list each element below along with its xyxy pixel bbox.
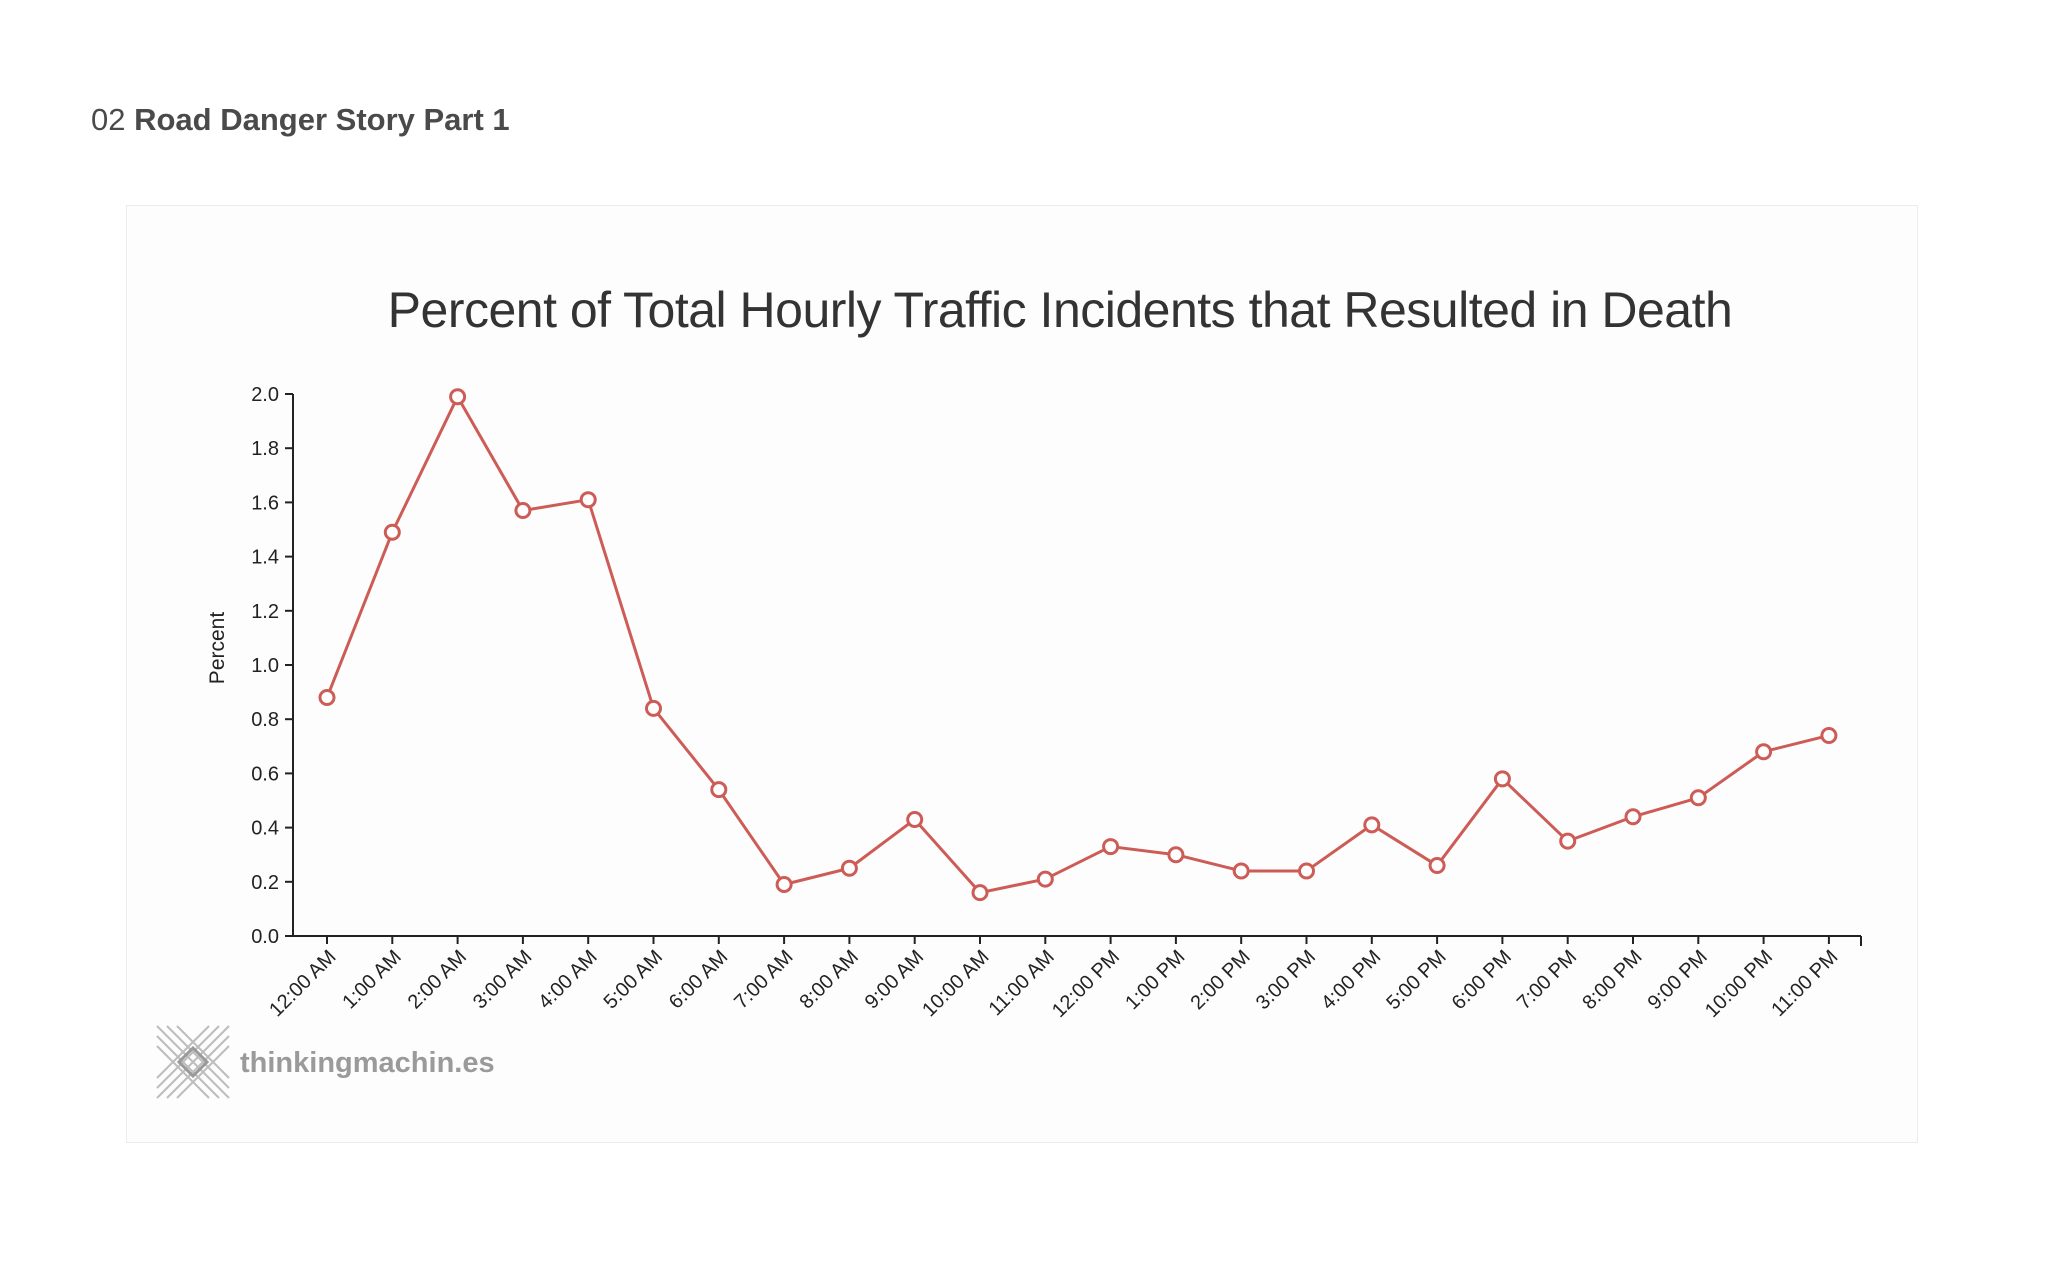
- brand-mark-icon: [156, 1025, 230, 1099]
- x-tick-label: 10:00 AM: [918, 946, 993, 1021]
- data-point: 11:00 AM: 0.21: [1036, 870, 1054, 888]
- data-point: 9:00 AM: 0.43: [906, 810, 924, 828]
- x-tick-label: 3:00 PM: [1252, 946, 1320, 1014]
- y-tick-label: 0.2: [251, 872, 279, 894]
- x-tick-label: 2:00 PM: [1187, 946, 1255, 1014]
- x-tick-label: 1:00 PM: [1121, 946, 1189, 1014]
- data-point: 1:00 PM: 0.3: [1167, 846, 1185, 864]
- y-tick-label: 0.0: [251, 926, 279, 948]
- line-chart: Percent of Total Hourly Traffic Incident…: [156, 282, 1862, 1099]
- plot-area: 12:00 AM: 0.88 1:00 AM: 1.49 2:00 AM: 1.99…: [318, 388, 1838, 902]
- x-tick-label: 2:00 AM: [404, 946, 471, 1013]
- x-tick-label: 8:00 PM: [1578, 946, 1646, 1014]
- data-point: 4:00 PM: 0.41: [1363, 816, 1381, 834]
- data-point: 6:00 AM: 0.54: [710, 781, 728, 799]
- x-tick-label: 6:00 PM: [1448, 946, 1516, 1014]
- y-axis-label: Percent: [206, 612, 229, 685]
- x-tick-label: 7:00 AM: [730, 946, 797, 1013]
- x-tick-label: 12:00 AM: [265, 946, 340, 1021]
- data-point: 8:00 PM: 0.44: [1624, 808, 1642, 826]
- x-tick-label: 11:00 AM: [985, 946, 1059, 1020]
- data-point: 7:00 AM: 0.19: [775, 876, 793, 894]
- x-tick-label: 9:00 AM: [861, 946, 928, 1013]
- y-axis: 0.0 0.2 0.4 0.6 0.8 1.0 1.2 1.4 1.6 1.8 2.0: [251, 384, 294, 948]
- x-tick-label: 9:00 PM: [1644, 946, 1712, 1014]
- page-heading: 02 Road Danger Story Part 1: [91, 102, 510, 138]
- x-tick-label: 6:00 AM: [665, 946, 732, 1013]
- y-tick-label: 0.8: [251, 709, 279, 731]
- y-tick-label: 1.6: [251, 492, 279, 514]
- y-tick-label: 2.0: [251, 384, 279, 406]
- x-tick-label: 1:00 AM: [338, 946, 405, 1013]
- data-point: 12:00 PM: 0.33: [1102, 838, 1120, 856]
- x-tick-label: 7:00 PM: [1513, 946, 1581, 1014]
- data-point: 11:00 PM: 0.74: [1820, 726, 1838, 744]
- data-point: 7:00 PM: 0.35: [1559, 832, 1577, 850]
- y-tick-label: 1.4: [251, 547, 279, 569]
- data-point: 9:00 PM: 0.51: [1689, 789, 1707, 807]
- data-point: 5:00 PM: 0.26: [1428, 857, 1446, 875]
- y-tick-label: 0.6: [251, 763, 279, 785]
- heading-number: 02: [91, 102, 126, 137]
- brand-name: thinkingmachin.es: [240, 1047, 495, 1079]
- heading-title: Road Danger Story Part 1: [134, 102, 510, 137]
- y-tick-label: 1.0: [251, 655, 279, 677]
- series-line: [325, 395, 1830, 895]
- x-tick-label: 3:00 AM: [469, 946, 536, 1013]
- data-point: 8:00 AM: 0.25: [840, 859, 858, 877]
- data-point: 10:00 AM: 0.16: [971, 884, 989, 902]
- x-tick-label: 12:00 PM: [1048, 946, 1124, 1022]
- x-tick-label: 11:00 PM: [1767, 946, 1842, 1021]
- data-point: 3:00 PM: 0.24: [1298, 862, 1315, 880]
- data-point: 5:00 AM: 0.84: [645, 699, 662, 717]
- x-tick-label: 10:00 PM: [1701, 946, 1777, 1022]
- x-axis: 12:00 AM1:00 AM2:00 AM3:00 AM4:00 AM5:00…: [265, 935, 1862, 1022]
- x-tick-label: 4:00 PM: [1317, 946, 1385, 1014]
- chart-title: Percent of Total Hourly Traffic Incident…: [388, 282, 1733, 338]
- data-point: 12:00 AM: 0.88: [318, 689, 336, 707]
- data-point: 2:00 PM: 0.24: [1232, 862, 1250, 880]
- x-tick-label: 5:00 AM: [600, 946, 667, 1013]
- x-tick-label: 8:00 AM: [795, 946, 862, 1013]
- brand-logo: [156, 1025, 230, 1099]
- y-tick-label: 1.8: [251, 438, 279, 460]
- y-tick-label: 1.2: [251, 601, 279, 623]
- data-point: 3:00 AM: 1.57: [514, 502, 532, 520]
- x-tick-label: 4:00 AM: [534, 946, 601, 1013]
- data-point: 2:00 AM: 1.99: [449, 388, 467, 406]
- y-tick-label: 0.4: [251, 818, 279, 840]
- data-point: 10:00 PM: 0.68: [1755, 743, 1773, 761]
- x-tick-label: 5:00 PM: [1382, 946, 1450, 1014]
- data-point: 4:00 AM: 1.61: [579, 491, 597, 509]
- data-point: 1:00 AM: 1.49: [383, 523, 401, 541]
- data-point: 6:00 PM: 0.58: [1493, 770, 1511, 788]
- chart-card: Percent of Total Hourly Traffic Incident…: [126, 205, 1918, 1143]
